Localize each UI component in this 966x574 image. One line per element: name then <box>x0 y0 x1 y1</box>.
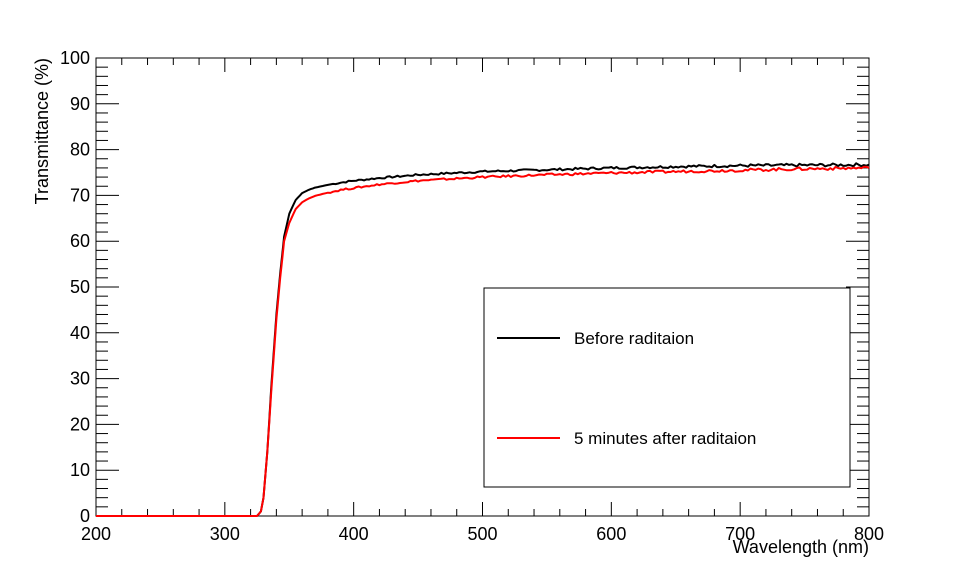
y-axis-title: Transmittance (%) <box>32 58 52 204</box>
y-tick-label: 30 <box>70 369 90 389</box>
y-tick-label: 0 <box>80 506 90 526</box>
y-tick-label: 10 <box>70 460 90 480</box>
y-tick-label: 100 <box>60 48 90 68</box>
y-tick-label: 90 <box>70 94 90 114</box>
y-tick-label: 50 <box>70 277 90 297</box>
y-tick-label: 80 <box>70 140 90 160</box>
legend-label-after: 5 minutes after raditaion <box>574 429 756 448</box>
x-tick-label: 500 <box>467 524 497 544</box>
x-tick-label: 300 <box>210 524 240 544</box>
x-tick-label: 400 <box>339 524 369 544</box>
x-axis-title: Wavelength (nm) <box>733 537 869 557</box>
y-tick-label: 60 <box>70 231 90 251</box>
axis-ticks <box>95 57 870 517</box>
y-tick-label: 40 <box>70 323 90 343</box>
y-tick-label: 20 <box>70 414 90 434</box>
series-layer <box>96 162 870 517</box>
legend-label-before: Before raditaion <box>574 329 694 348</box>
tick-labels: 200 300 400 500 600 700 800 0 10 20 30 40 50 60 70 80 90… <box>60 48 884 544</box>
x-tick-label: 200 <box>81 524 111 544</box>
x-tick-label: 800 <box>854 524 884 544</box>
series-line-after <box>96 165 870 517</box>
x-tick-label: 600 <box>596 524 626 544</box>
x-tick-label: 700 <box>725 524 755 544</box>
y-tick-label: 70 <box>70 185 90 205</box>
legend-box <box>483 287 851 488</box>
legend: Before raditaion 5 minutes after raditai… <box>483 287 851 488</box>
